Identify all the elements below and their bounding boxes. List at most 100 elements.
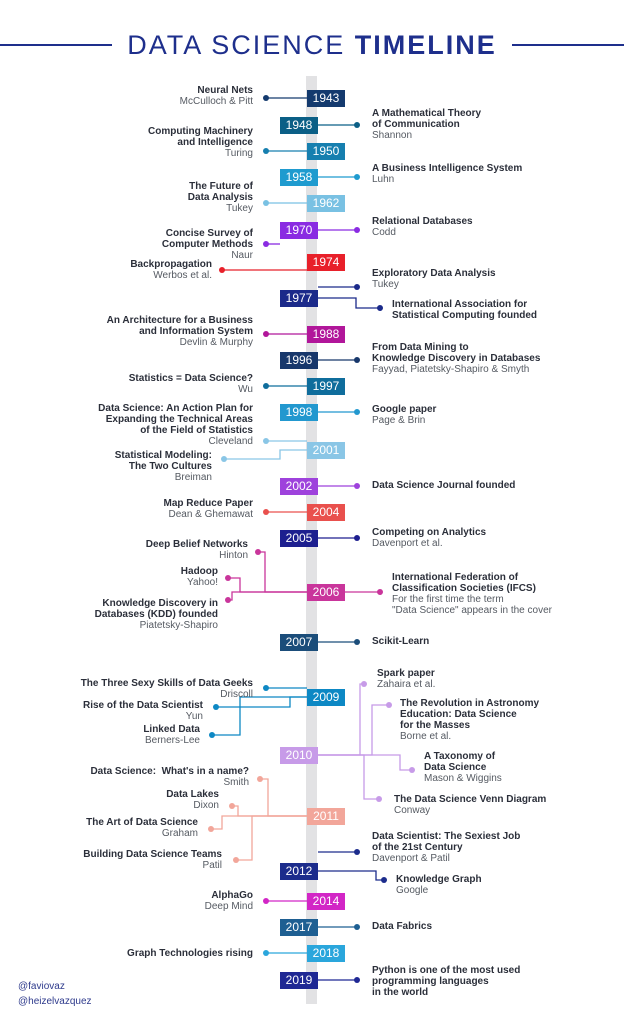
timeline-event: Knowledge Discovery in Databases (KDD) f… (95, 598, 218, 631)
year-badge-1943: 1943 (307, 90, 345, 107)
year-badge-1948: 1948 (280, 117, 318, 134)
connector-dot (361, 681, 367, 687)
event-title: Spark paper (377, 668, 435, 679)
event-title: Statistical Modeling: The Two Cultures (114, 450, 212, 472)
event-title: Data Lakes (166, 789, 219, 800)
timeline-event: The Revolution in Astronomy Education: D… (400, 698, 539, 742)
timeline-event: The Data Science Venn Diagram Conway (394, 794, 546, 816)
event-author: Conway (394, 805, 431, 816)
event-author: Wu (238, 384, 253, 395)
connector-line (228, 591, 307, 601)
timeline-event: Google paper Page & Brin (372, 404, 436, 426)
connector-dot (263, 95, 269, 101)
year-badge-2002: 2002 (280, 478, 318, 495)
timeline-event: Statistical Modeling: The Two Cultures Br… (115, 450, 212, 483)
event-title: Map Reduce Paper (163, 498, 253, 509)
event-title: Exploratory Data Analysis (372, 268, 496, 279)
timeline-event: Map Reduce Paper Dean & Ghemawat (164, 498, 253, 520)
twitter-handle-2: @heizelvazquez (18, 996, 92, 1007)
timeline-event: Computing Machinery and Intelligence Turi… (148, 126, 253, 159)
event-author: Dean & Ghemawat (168, 509, 254, 520)
event-author: Shannon (372, 130, 413, 141)
event-author: Tukey (226, 203, 253, 214)
event-title: Backpropagation (130, 259, 212, 270)
connector-dot (219, 267, 225, 273)
year-badge-2007: 2007 (280, 634, 318, 651)
timeline-event: Deep Belief Networks Hinton (146, 539, 248, 561)
timeline-event: Rise of the Data Scientist Yun (83, 700, 203, 722)
event-author: For the first time the term "Data Scienc… (392, 594, 552, 616)
timeline-event: A Business Intelligence System Luhn (372, 163, 522, 185)
event-title: Computing Machinery and Intelligence (147, 126, 253, 148)
year-badge-2004: 2004 (307, 504, 345, 521)
event-title: Building Data Science Teams (83, 849, 222, 860)
event-author: Codd (372, 227, 396, 238)
timeline-event: Data Science: What's in a name? Smith (90, 766, 249, 788)
timeline-event: Python is one of the most used programmi… (372, 965, 520, 998)
connector-dot (209, 732, 215, 738)
timeline-event: Linked Data Berners-Lee (143, 724, 200, 746)
connector-line (212, 696, 307, 736)
year-badge-1998: 1998 (280, 404, 318, 421)
connector-dot (377, 589, 383, 595)
event-author: Luhn (372, 174, 395, 185)
connector-dot (213, 704, 219, 710)
connector-line (258, 551, 307, 593)
year-badge-2014: 2014 (307, 893, 345, 910)
twitter-handle-1: @faviovaz (18, 981, 65, 992)
event-author: Dixon (193, 800, 219, 811)
event-title: Relational Databases (372, 216, 473, 227)
timeline-event: Neural Nets McCulloch & Pitt (180, 85, 253, 107)
year-badge-2012: 2012 (280, 863, 318, 880)
event-author: Patil (202, 860, 222, 871)
connector-dot (255, 549, 261, 555)
event-author: Breiman (174, 472, 212, 483)
connector-dot (354, 174, 360, 180)
year-badge-1950: 1950 (307, 143, 345, 160)
event-title: AlphaGo (211, 890, 253, 901)
year-badge-2005: 2005 (280, 530, 318, 547)
connector-line (318, 870, 384, 881)
year-badge-2017: 2017 (280, 919, 318, 936)
connector-dot (377, 305, 383, 311)
connector-dot (263, 200, 269, 206)
event-title: The Data Science Venn Diagram (394, 794, 547, 805)
connector-line (318, 297, 380, 309)
connector-line (318, 754, 412, 771)
connector-dot (354, 639, 360, 645)
event-author: Zahaira et al. (377, 679, 436, 690)
timeline-event: Competing on Analytics Davenport et al. (372, 527, 486, 549)
event-title: Competing on Analytics (372, 527, 487, 538)
timeline-event: The Future of Data Analysis Tukey (188, 181, 253, 214)
event-author: Driscoll (220, 689, 253, 700)
connector-dot (386, 702, 392, 708)
timeline-event: A Mathematical Theory of Communication Sh… (372, 108, 481, 141)
year-badge-2001: 2001 (307, 442, 345, 459)
event-title: Rise of the Data Scientist (82, 700, 203, 711)
event-title: Graph Technologies rising (127, 948, 253, 959)
connector-dot (354, 849, 360, 855)
event-author: Turing (225, 148, 253, 159)
event-author: Deep Mind (204, 901, 253, 912)
event-title: A Business Intelligence System (372, 163, 523, 174)
timeline-event: Backpropagation Werbos et al. (130, 259, 212, 281)
timeline-event: Knowledge Graph Google (396, 874, 482, 896)
event-author: Smith (223, 777, 249, 788)
year-badge-2019: 2019 (280, 972, 318, 989)
event-title: International Association for Statistica… (392, 299, 537, 321)
event-title: Hadoop (180, 566, 218, 577)
timeline-event: Exploratory Data Analysis Tukey (372, 268, 496, 290)
timeline-event: Spark paper Zahaira et al. (377, 668, 435, 690)
timeline-event: Hadoop Yahoo! (181, 566, 218, 588)
event-author: Borne et al. (400, 731, 452, 742)
title-bar: DATA SCIENCE TIMELINE (0, 24, 624, 66)
event-title: Deep Belief Networks (145, 539, 248, 550)
page-title: DATA SCIENCE TIMELINE (0, 30, 624, 61)
year-badge-1988: 1988 (307, 326, 345, 343)
connector-line (232, 805, 307, 817)
connector-dot (263, 438, 269, 444)
timeline-event: Graph Technologies rising (127, 948, 253, 959)
connector-dot (354, 284, 360, 290)
